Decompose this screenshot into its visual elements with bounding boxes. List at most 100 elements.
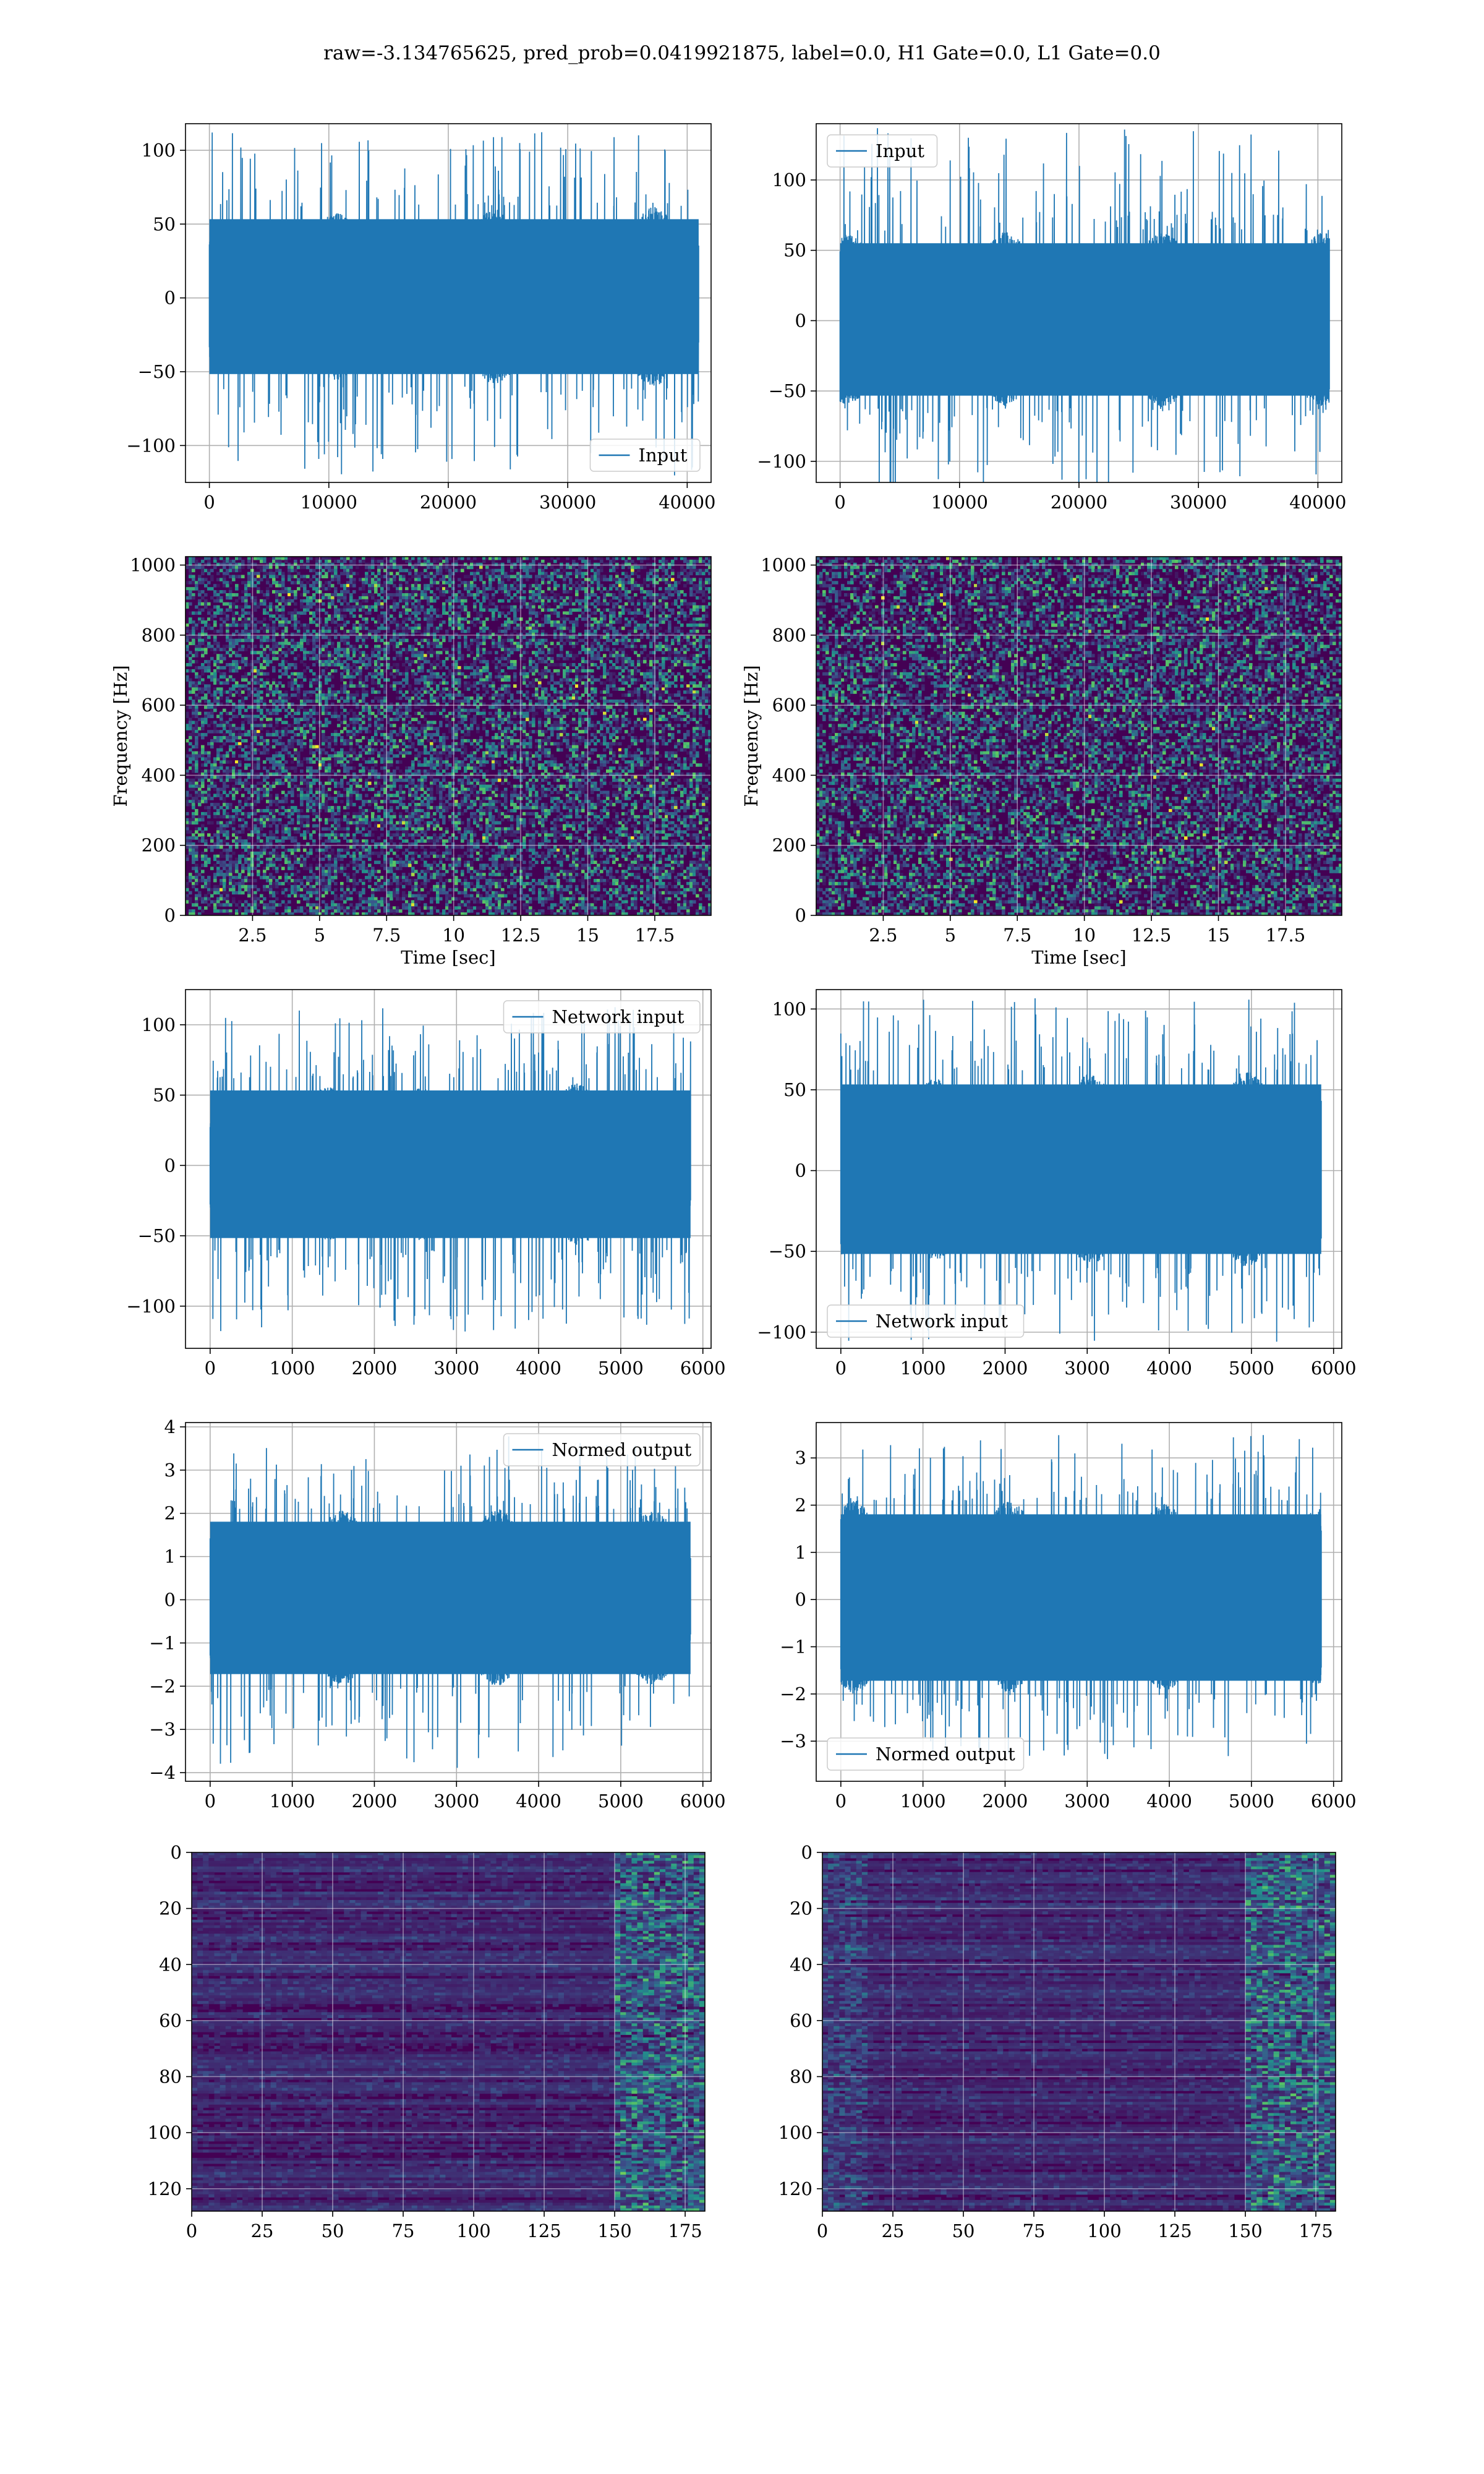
spectrogram-h1-y-tick-label: 400 — [142, 764, 176, 785]
feature-map-h1-x-tick: 0 — [186, 2211, 197, 2241]
input-l1-y-tick: −100 — [757, 451, 816, 472]
normed-output-h1-y-tick-label: 4 — [164, 1416, 176, 1437]
network-input-l1-panel: 0 1000 2000 3000 4000 5000 6000 −100 −50 0 50 100 Ne… — [757, 989, 1357, 1379]
network-input-l1-y-tick-label: −50 — [769, 1241, 806, 1262]
network-input-h1-y-tick-label: −50 — [138, 1225, 176, 1246]
feature-map-l1-y-tick: 100 — [778, 2122, 822, 2143]
feature-map-h1-x-tick: 100 — [456, 2211, 491, 2241]
feature-map-l1-x-tick: 150 — [1228, 2211, 1263, 2241]
feature-map-h1-y-tick: 40 — [159, 1954, 192, 1975]
network-input-l1-y-tick: 0 — [795, 1160, 816, 1181]
normed-output-h1-y-tick-label: −3 — [149, 1719, 176, 1740]
normed-output-l1-y-tick: 3 — [795, 1447, 816, 1468]
network-input-l1-legend-label: Network input — [876, 1311, 1008, 1332]
spectrogram-h1-y-tick: 600 — [142, 695, 186, 716]
normed-output-h1-y-tick: −4 — [149, 1762, 186, 1783]
spectrogram-h1-y-tick-label: 800 — [142, 625, 176, 646]
network-input-l1-y-tick: 50 — [783, 1079, 816, 1100]
feature-map-l1-x-tick: 175 — [1298, 2211, 1333, 2241]
feature-map-h1-y-tick-label: 0 — [171, 1842, 182, 1863]
normed-output-h1-x-tick-label: 4000 — [516, 1791, 561, 1812]
input-h1-y-tick: 50 — [153, 213, 186, 234]
input-h1-y-tick: 0 — [164, 288, 186, 309]
normed-output-h1-y-tick-label: −2 — [149, 1676, 176, 1697]
network-input-h1-legend-label: Network input — [552, 1006, 684, 1027]
input-l1-y-tick-label: 100 — [772, 169, 806, 190]
feature-map-l1-y-tick: 20 — [790, 1898, 822, 1919]
normed-output-h1-x-tick-label: 2000 — [352, 1791, 398, 1812]
feature-map-l1-x-tick-label: 125 — [1158, 2220, 1192, 2241]
spectrogram-l1-x-tick-label: 10 — [1073, 925, 1096, 946]
spectrogram-h1-x-tick-label: 12.5 — [501, 925, 541, 946]
input-l1-x-tick-label: 10000 — [931, 492, 988, 513]
feature-map-l1-x-tick: 25 — [882, 2211, 904, 2241]
normed-output-l1-x-tick-label: 6000 — [1311, 1791, 1357, 1812]
feature-map-l1-x-tick: 125 — [1158, 2211, 1192, 2241]
spectrogram-h1-x-tick-label: 15 — [576, 925, 599, 946]
spectrogram-l1-y-tick-label: 1000 — [761, 555, 806, 576]
feature-map-l1-y-tick: 80 — [790, 2066, 822, 2087]
feature-map-h1-y-tick: 100 — [148, 2122, 192, 2143]
spectrogram-l1-y-tick-label: 0 — [795, 905, 806, 926]
input-l1-y-tick: 0 — [795, 310, 816, 331]
input-h1-y-tick: −50 — [138, 361, 186, 382]
normed-output-l1-plot-area — [816, 1423, 1342, 1781]
feature-map-h1-x-tick: 175 — [668, 2211, 702, 2241]
input-l1-series-band — [840, 243, 1329, 396]
spectrogram-l1-y-axis-label: Frequency [Hz] — [741, 665, 762, 807]
network-input-l1-y-tick-label: 0 — [795, 1160, 806, 1181]
normed-output-l1-x-tick-label: 3000 — [1064, 1791, 1110, 1812]
spectrogram-h1-x-tick-label: 7.5 — [372, 925, 401, 946]
network-input-h1-y-tick: 0 — [164, 1155, 186, 1176]
network-input-l1-x-tick-label: 4000 — [1146, 1358, 1192, 1379]
network-input-l1-y-tick-label: −100 — [757, 1322, 806, 1343]
feature-map-h1-x-tick: 150 — [597, 2211, 632, 2241]
spectrogram-l1-y-tick: 400 — [772, 764, 816, 785]
network-input-h1-x-tick: 0 — [205, 1348, 216, 1379]
network-input-h1-legend: Network input — [503, 1000, 701, 1034]
normed-output-h1-plot-area — [186, 1423, 711, 1781]
input-l1-y-tick-label: 0 — [795, 310, 806, 331]
normed-output-h1-x-tick: 5000 — [598, 1781, 644, 1812]
normed-output-h1-y-tick-label: 0 — [164, 1590, 176, 1611]
network-input-l1-y-tick: −100 — [757, 1322, 816, 1343]
normed-output-h1-y-tick: 4 — [164, 1416, 186, 1437]
normed-output-l1-legend-label: Normed output — [876, 1744, 1015, 1765]
figure-title: raw=-3.134765625, pred_prob=0.0419921875… — [0, 42, 1484, 64]
spectrogram-l1-x-tick-label: 12.5 — [1132, 925, 1172, 946]
spectrogram-l1-x-tick-label: 2.5 — [869, 925, 897, 946]
network-input-h1-x-tick-label: 4000 — [516, 1358, 561, 1379]
input-h1-panel: 0 10000 20000 30000 40000 −100 −50 0 50 100 Input — [126, 123, 715, 513]
feature-map-h1-y-tick-label: 100 — [148, 2122, 182, 2143]
normed-output-l1-x-tick-label: 5000 — [1229, 1791, 1274, 1812]
network-input-l1-x-tick: 5000 — [1229, 1348, 1274, 1379]
feature-map-h1-y-tick-label: 60 — [159, 2010, 182, 2031]
spectrogram-l1-panel: 2.5 5 7.5 10 12.5 15 17.5 0 200 400 600 800 1000 Time… — [741, 555, 1342, 968]
normed-output-l1-x-tick-label: 4000 — [1146, 1791, 1192, 1812]
normed-output-h1-frame — [185, 1422, 712, 1782]
spectrogram-h1-x-tick: 7.5 — [372, 915, 401, 946]
spectrogram-h1-y-tick-label: 1000 — [130, 555, 176, 576]
feature-map-l1-x-tick-label: 0 — [817, 2220, 828, 2241]
input-h1-x-tick-label: 20000 — [420, 492, 477, 513]
normed-output-h1-y-tick-label: −4 — [149, 1762, 176, 1783]
normed-output-l1-x-tick-label: 1000 — [900, 1791, 946, 1812]
feature-map-l1-x-tick: 100 — [1087, 2211, 1122, 2241]
input-h1-x-tick-label: 40000 — [659, 492, 715, 513]
normed-output-l1-x-tick: 5000 — [1229, 1781, 1274, 1812]
feature-map-l1-y-tick: 120 — [778, 2178, 822, 2199]
network-input-h1-y-tick-label: −100 — [126, 1296, 176, 1317]
feature-map-l1-x-tick: 0 — [817, 2211, 828, 2241]
network-input-l1-x-tick: 3000 — [1064, 1348, 1110, 1379]
normed-output-h1-y-tick-label: 1 — [164, 1546, 176, 1567]
normed-output-l1-y-tick: −3 — [780, 1731, 816, 1752]
input-h1-x-tick-label: 30000 — [539, 492, 596, 513]
normed-output-l1-y-tick-label: −1 — [780, 1637, 806, 1658]
normed-output-l1-x-tick-label: 0 — [835, 1791, 846, 1812]
normed-output-h1-y-tick: 2 — [164, 1503, 186, 1524]
input-l1-y-tick: −50 — [769, 380, 816, 401]
feature-map-l1-y-tick-label: 60 — [790, 2010, 812, 2031]
input-h1-x-tick: 30000 — [539, 482, 596, 513]
network-input-l1-y-tick: 100 — [772, 998, 816, 1019]
